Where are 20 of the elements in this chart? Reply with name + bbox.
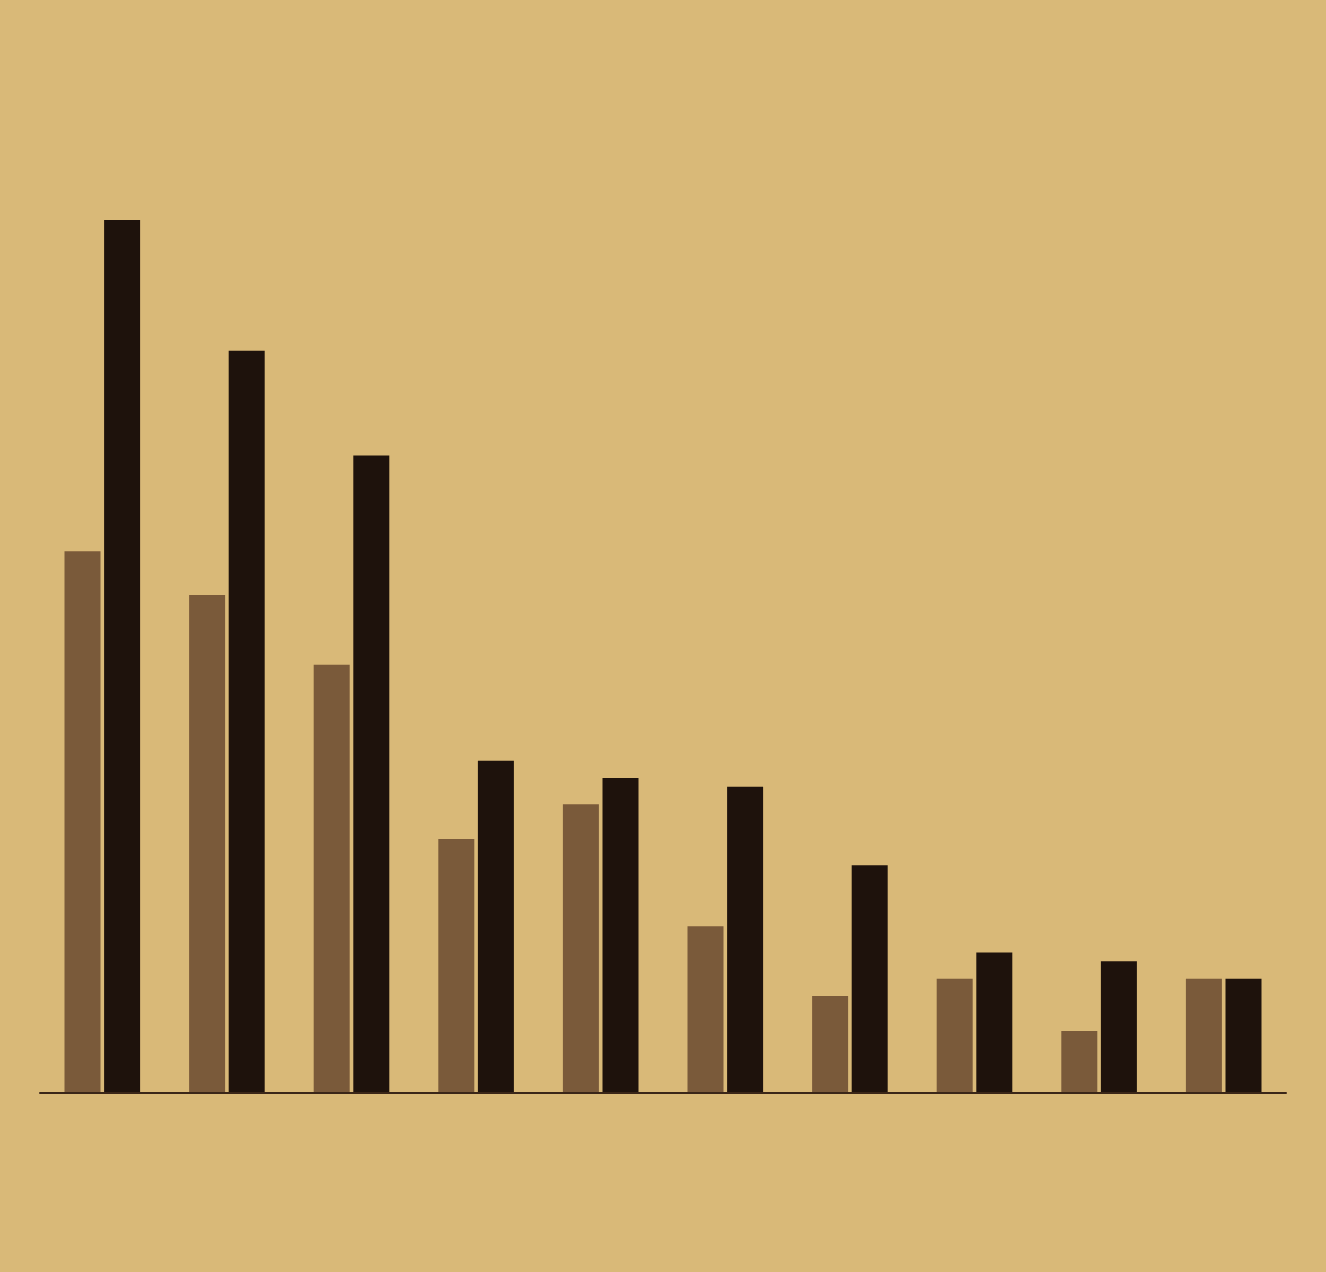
- bar: [936, 978, 973, 1092]
- bar: [438, 839, 475, 1092]
- bar: [64, 551, 101, 1092]
- bar: [976, 952, 1013, 1092]
- bar: [477, 760, 514, 1092]
- bar: [851, 865, 888, 1092]
- bar: [1225, 978, 1262, 1092]
- bar: [687, 926, 724, 1092]
- bar: [602, 778, 639, 1092]
- bar: [228, 350, 265, 1092]
- bar: [562, 804, 599, 1092]
- bar: [353, 455, 390, 1092]
- bar: [1185, 978, 1222, 1092]
- bar: [189, 594, 226, 1092]
- bar: [1061, 1030, 1098, 1092]
- bar: [1100, 961, 1137, 1092]
- bar: [313, 664, 350, 1092]
- bar: [812, 996, 849, 1092]
- bar: [104, 220, 141, 1092]
- bar: [727, 786, 764, 1092]
